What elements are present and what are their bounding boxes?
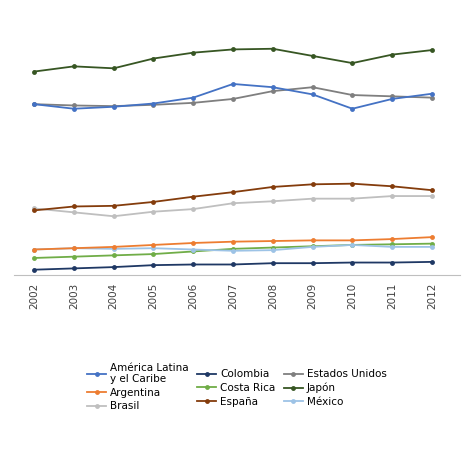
Legend: América Latina
y el Caribe, Argentina, Brasil, Colombia, Costa Rica, España, Est: América Latina y el Caribe, Argentina, B… xyxy=(83,358,391,416)
